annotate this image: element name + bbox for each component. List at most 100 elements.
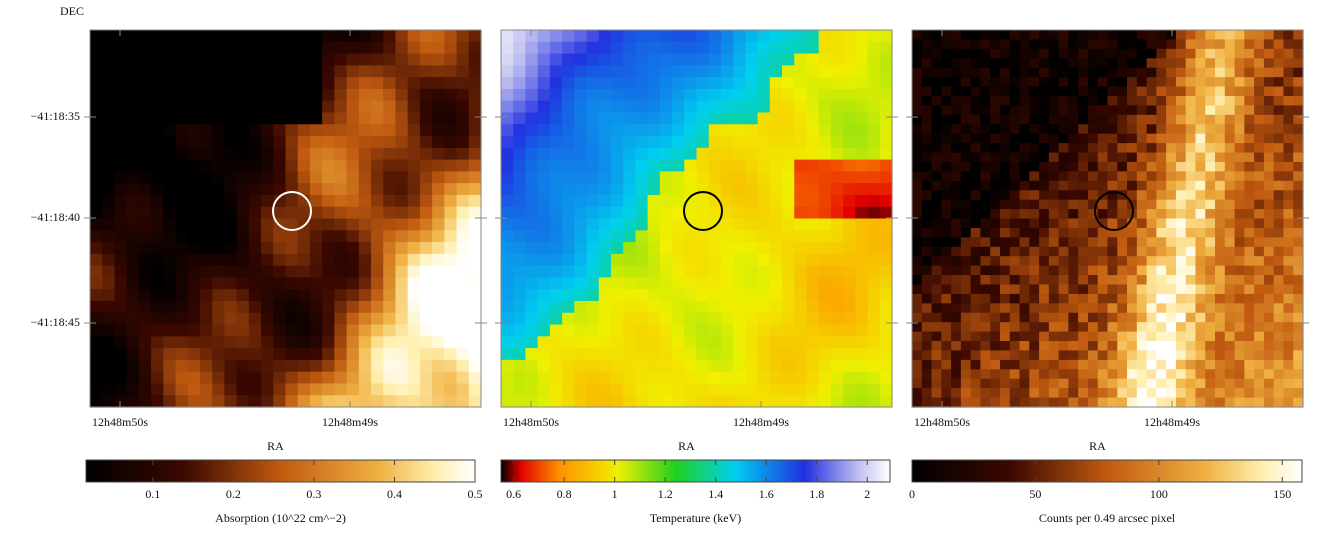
pixel — [867, 336, 881, 349]
pixel — [1185, 350, 1197, 361]
pixel — [912, 322, 923, 333]
pixel — [212, 336, 226, 349]
pixel — [1293, 133, 1304, 144]
pixel — [513, 194, 527, 208]
pixel — [114, 112, 128, 125]
pixel — [395, 30, 409, 43]
pixel — [720, 348, 734, 361]
pixel — [1293, 227, 1304, 238]
pixel — [684, 253, 698, 267]
pixel — [1019, 114, 1030, 125]
pixel — [419, 41, 433, 55]
pixel — [931, 30, 942, 41]
pixel — [1156, 48, 1167, 59]
pixel — [1009, 161, 1021, 172]
pixel — [1185, 369, 1197, 380]
pixel — [1224, 293, 1236, 304]
pixel — [1127, 95, 1138, 107]
pixel — [684, 230, 698, 243]
pixel — [806, 359, 820, 373]
pixel — [1263, 161, 1275, 172]
pixel — [745, 147, 759, 161]
dec-label: DEC — [60, 4, 84, 18]
pixel — [346, 230, 360, 243]
pixel — [1215, 133, 1226, 144]
pixel — [309, 383, 323, 396]
pixel — [1146, 30, 1157, 41]
pixel — [794, 230, 808, 243]
pixel — [1156, 86, 1167, 97]
pixel — [114, 218, 128, 231]
pixel — [407, 253, 421, 267]
pixel — [1195, 359, 1206, 370]
pixel — [1205, 378, 1216, 389]
pixel — [501, 218, 514, 231]
pixel — [1205, 190, 1216, 201]
pixel — [830, 159, 844, 172]
pixel — [1185, 124, 1197, 135]
pixel — [912, 218, 923, 229]
pixel — [501, 230, 514, 243]
pixel — [843, 312, 856, 326]
pixel — [432, 312, 445, 326]
pixel — [598, 359, 612, 373]
pixel — [1009, 293, 1021, 304]
pixel — [931, 312, 942, 323]
pixel — [114, 147, 128, 161]
pixel — [1195, 397, 1206, 408]
pixel — [1146, 133, 1157, 144]
pixel — [843, 159, 856, 172]
pixel — [1029, 86, 1040, 97]
pixel — [1117, 322, 1128, 333]
pixel — [1068, 180, 1079, 191]
pixel — [444, 88, 458, 102]
pixel — [562, 65, 575, 78]
pixel — [757, 312, 771, 326]
pixel — [297, 371, 311, 385]
pixel — [1215, 161, 1226, 172]
pixel — [1185, 284, 1197, 295]
pixel — [635, 30, 649, 43]
pixel — [1185, 218, 1197, 229]
pixel — [419, 371, 433, 385]
pixel — [1136, 312, 1148, 323]
pixel — [346, 112, 360, 125]
pixel — [1107, 350, 1118, 361]
pixel — [1009, 67, 1021, 78]
pixel — [468, 312, 482, 326]
pixel — [1146, 303, 1157, 314]
pixel — [1293, 48, 1304, 59]
pixel — [782, 371, 795, 385]
pixel — [126, 253, 140, 267]
pixel — [1175, 67, 1187, 78]
pixel — [1175, 77, 1187, 88]
pixel — [586, 371, 600, 385]
pixel — [1215, 58, 1226, 69]
pixel — [358, 371, 372, 385]
pixel — [635, 136, 649, 149]
pixel — [806, 53, 820, 66]
pixel — [1058, 227, 1070, 238]
pixel — [1058, 218, 1070, 229]
pixel — [501, 277, 514, 290]
pixel — [806, 324, 820, 337]
pixel — [261, 147, 274, 161]
pixel — [501, 395, 514, 408]
pixel — [970, 48, 982, 59]
pixel — [297, 265, 311, 279]
ra-tick-label: 12h48m49s — [733, 415, 789, 429]
pixel — [1117, 209, 1128, 220]
colorbar — [85, 459, 476, 483]
pixel — [513, 277, 527, 290]
pixel — [990, 303, 1001, 314]
pixel — [407, 77, 421, 90]
pixel — [684, 277, 698, 290]
pixel — [1127, 114, 1138, 125]
pixel — [285, 336, 299, 349]
pixel — [806, 112, 820, 125]
pixel — [175, 171, 189, 184]
pixel — [525, 159, 539, 172]
pixel — [297, 159, 311, 172]
pixel — [921, 369, 933, 380]
pixel — [1175, 293, 1187, 304]
